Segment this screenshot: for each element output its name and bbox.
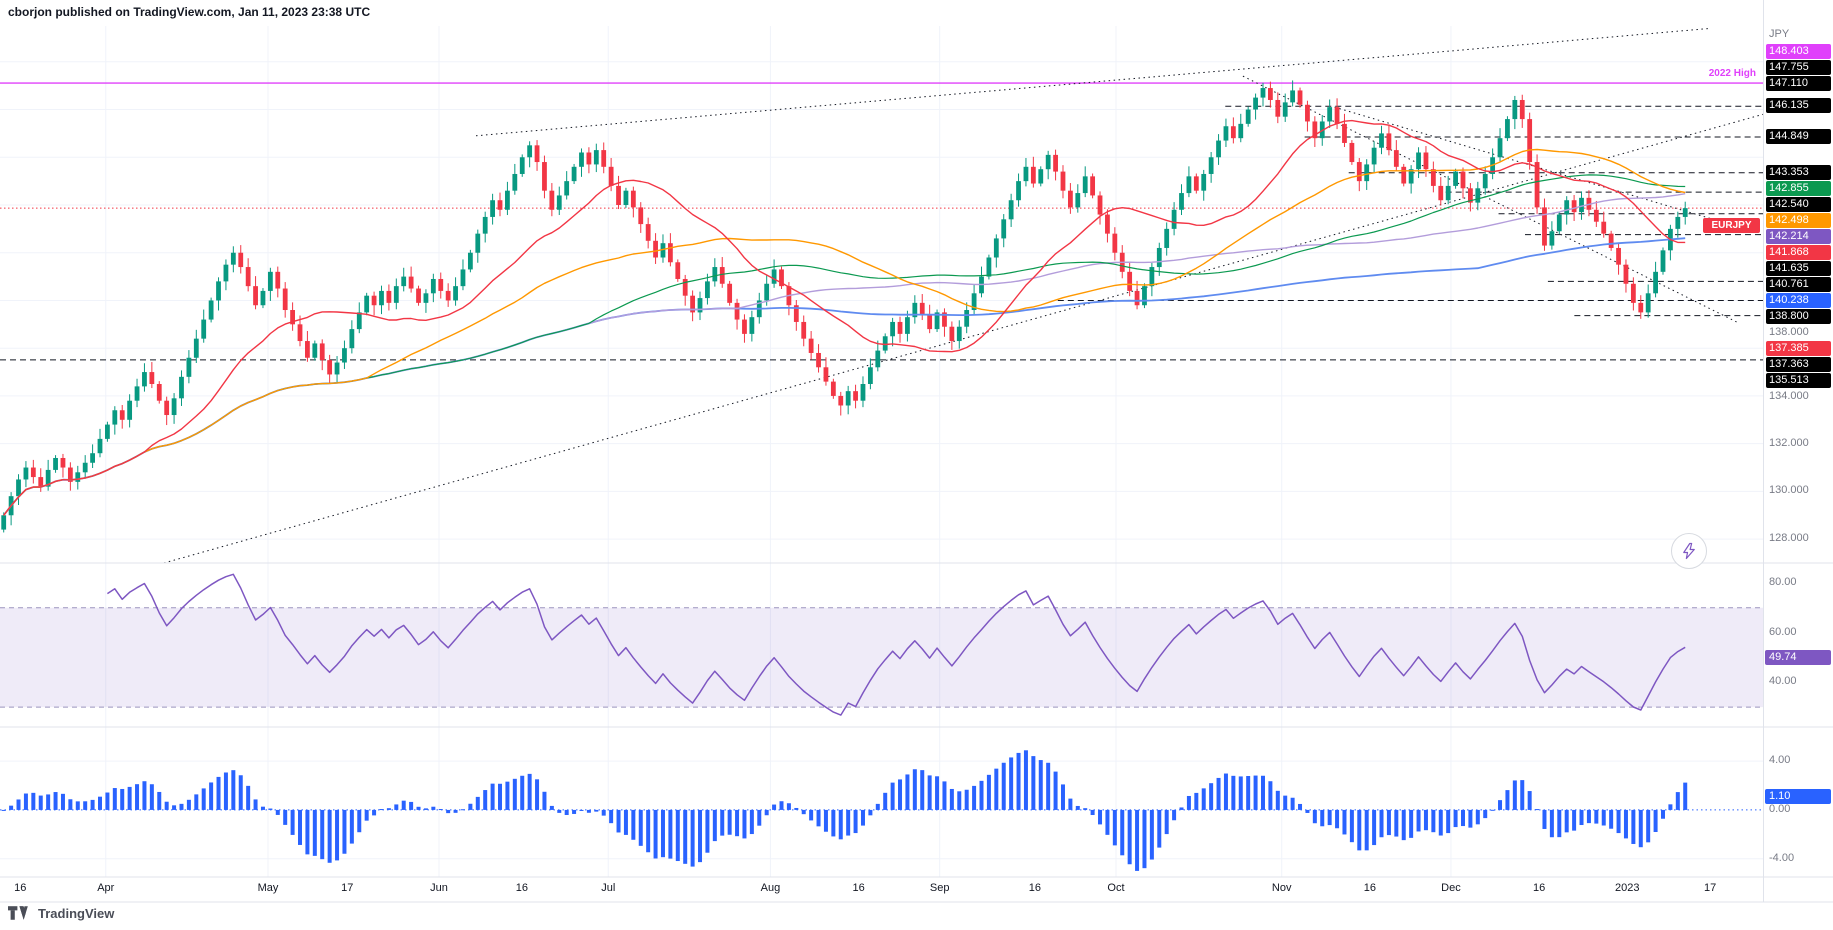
candles-layer xyxy=(1,80,1688,533)
rsi-value-badge: 49.74 xyxy=(1765,650,1831,666)
time-axis-label: 16 xyxy=(515,882,528,894)
currency-label: JPY xyxy=(1769,28,1790,40)
time-axis-label: 16 xyxy=(14,882,27,894)
symbol-price-tag: EURJPY xyxy=(1703,218,1760,234)
macd-value-badge: 1.10 xyxy=(1765,788,1831,804)
time-axis-label: Dec xyxy=(1441,882,1461,894)
lightning-icon xyxy=(1683,542,1695,560)
time-axis-label: Jun xyxy=(430,882,448,894)
time-scale[interactable]: 16 Apr May 17 Jun 16 Jul Aug 16 Sep 16 Oct Nov 16 Dec 1… xyxy=(0,879,1763,902)
price-level-badge: 142.540 xyxy=(1766,196,1831,212)
price-level-badge: 147.110 xyxy=(1766,76,1831,92)
time-axis-label: 16 xyxy=(852,882,865,894)
ma-lines-layer xyxy=(2,119,1686,516)
price-level-badge: 142.498 xyxy=(1766,212,1831,228)
time-axis-label: Apr xyxy=(97,882,115,894)
separators xyxy=(0,562,1833,903)
flash-button[interactable] xyxy=(1671,533,1707,569)
time-axis-label: 16 xyxy=(1028,882,1041,894)
rsi-axis-tick: 80.00 xyxy=(1769,575,1797,588)
tradingview-logo-icon xyxy=(8,906,28,920)
price-axis-tick: 134.000 xyxy=(1769,389,1809,402)
price-level-badge: 137.385 xyxy=(1766,340,1831,356)
price-axis-tick: 138.000 xyxy=(1769,325,1809,338)
time-axis-label: 16 xyxy=(1532,882,1546,894)
price-level-badge: 141.868 xyxy=(1766,244,1831,260)
price-level-badge: 142.855 xyxy=(1766,180,1831,196)
price-level-badge: 137.363 xyxy=(1766,356,1831,372)
time-axis-label: 17 xyxy=(341,882,354,894)
price-level-badge: 144.849 xyxy=(1766,129,1831,144)
price-axis-tick: 128.000 xyxy=(1769,532,1809,545)
time-axis-label: 2023 xyxy=(1614,882,1640,894)
time-axis-label: 17 xyxy=(1703,882,1717,894)
tradingview-watermark: TradingView xyxy=(8,906,114,921)
time-axis-label: Oct xyxy=(1107,882,1125,894)
rsi-axis-tick: 40.00 xyxy=(1769,675,1797,688)
macd-axis-tick: -4.00 xyxy=(1769,851,1795,864)
rsi-axis-tick: 60.00 xyxy=(1769,625,1797,638)
price-level-badge: 147.755 xyxy=(1766,60,1831,76)
price-level-badge: 142.214 xyxy=(1766,228,1831,244)
time-axis-label: Aug xyxy=(760,882,781,894)
price-level-badge: 138.800 xyxy=(1766,308,1831,324)
rsi-layer xyxy=(106,573,1686,716)
time-axis-label: May xyxy=(257,882,279,894)
price-level-badge: 148.403 xyxy=(1766,44,1831,60)
time-axis-label: Nov xyxy=(1271,882,1292,894)
time-axis-label: Jul xyxy=(601,882,616,894)
price-level-badge: 146.135 xyxy=(1766,98,1831,114)
watermark-label: TradingView xyxy=(38,906,115,921)
macd-layer xyxy=(0,750,1763,871)
grid-layer xyxy=(0,26,1763,877)
price-level-badge: 140.761 xyxy=(1766,276,1831,292)
annotation-2022-high: 2022 High xyxy=(1708,68,1756,80)
price-axis-tick: 132.000 xyxy=(1769,436,1809,449)
price-level-badge: 135.513 xyxy=(1766,372,1831,388)
time-axis-label: 16 xyxy=(1363,882,1376,894)
rsi-band xyxy=(0,607,1763,708)
time-axis-label: Sep xyxy=(929,882,950,894)
macd-axis-tick: 4.00 xyxy=(1769,754,1791,767)
macd-axis-tick: 0.00 xyxy=(1769,802,1791,815)
price-level-badge: 140.238 xyxy=(1766,292,1831,308)
trendlines-layer xyxy=(163,27,1764,564)
price-level-badge: 141.635 xyxy=(1766,260,1831,276)
attribution-text: cborjon published on TradingView.com, Ja… xyxy=(8,5,371,19)
levels-layer xyxy=(0,82,1763,361)
price-level-badge: 143.353 xyxy=(1766,164,1831,180)
price-scale[interactable]: JPY 148.403 147.755 147.110 146.135 144.849 1… xyxy=(1763,0,1833,902)
price-axis-tick: 130.000 xyxy=(1769,484,1809,497)
